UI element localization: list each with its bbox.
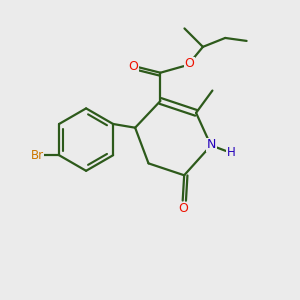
Text: H: H	[227, 146, 236, 159]
Text: O: O	[129, 60, 139, 73]
Text: O: O	[184, 57, 194, 70]
Text: O: O	[178, 202, 188, 215]
Text: Br: Br	[31, 149, 44, 162]
Text: N: N	[207, 138, 216, 152]
